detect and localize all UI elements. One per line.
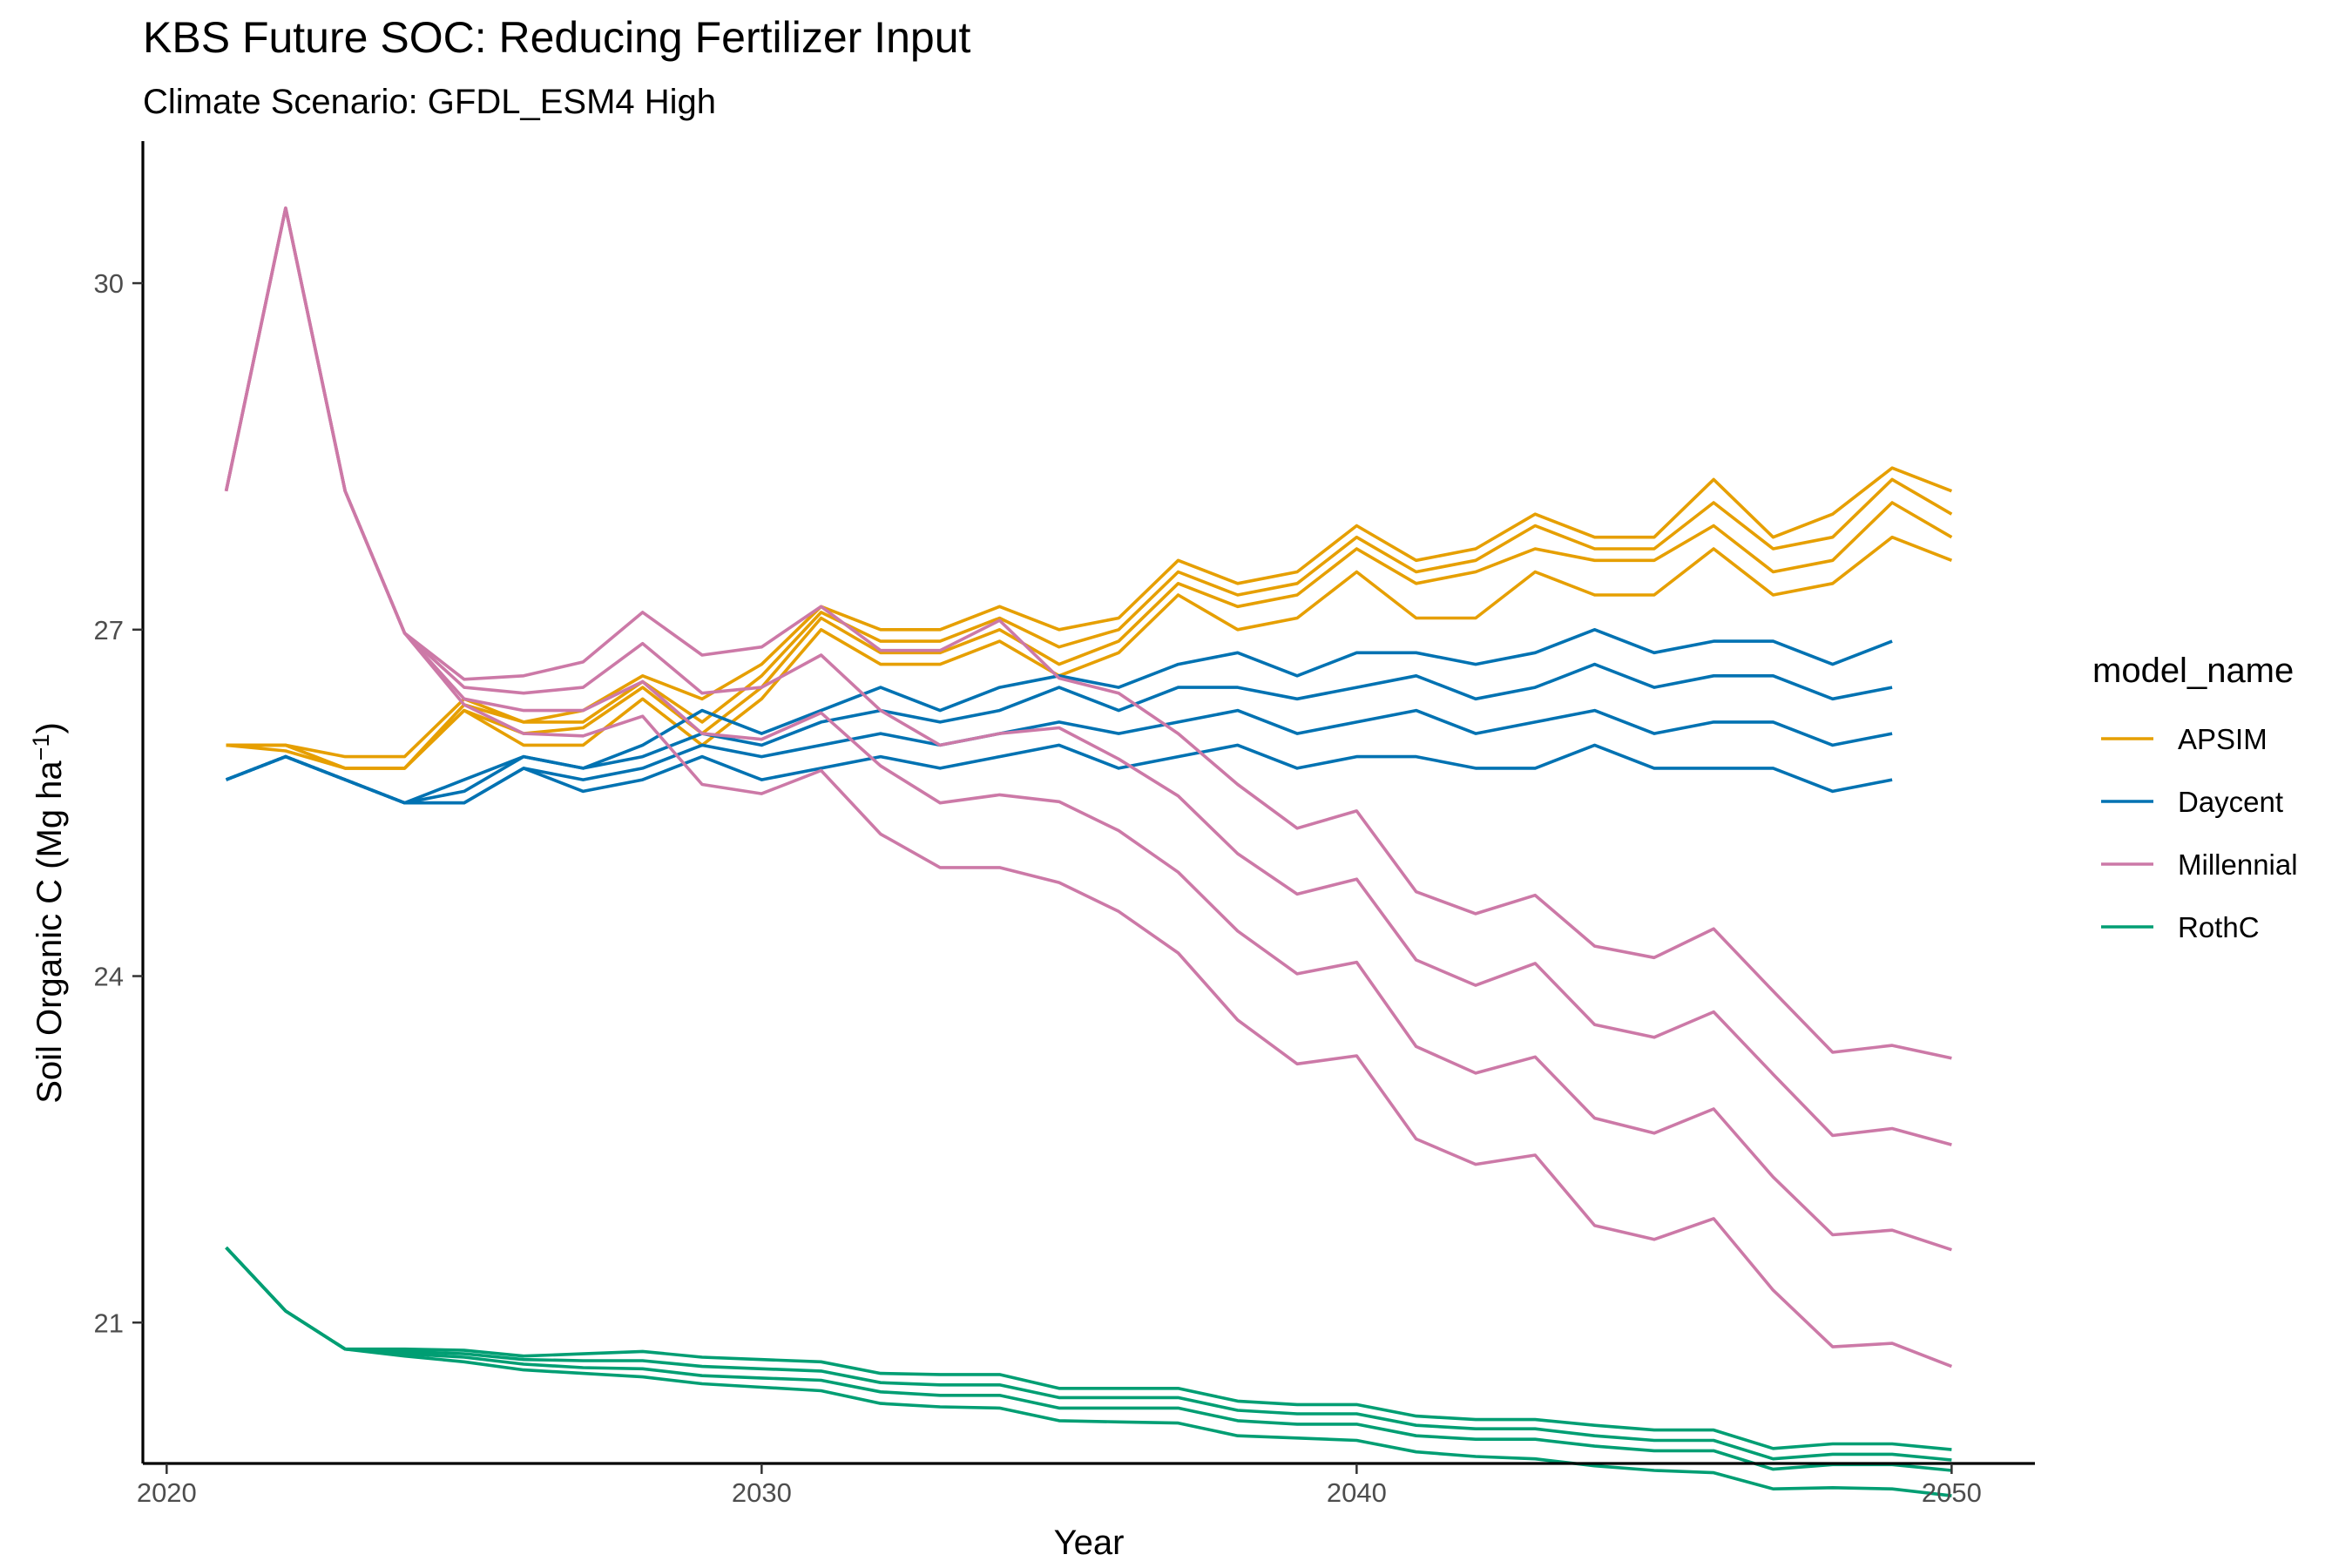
y-axis-title-superscript: −1 (28, 734, 54, 761)
series-line-daycent-7 (225, 708, 1893, 805)
series-line-rothc-14 (225, 1246, 1952, 1462)
x-axis-title: Year (1054, 1524, 1125, 1562)
series-line-rothc-16 (225, 1246, 1952, 1497)
legend-label-millennial: Millennial (2178, 848, 2298, 881)
x-tick-label: 2020 (137, 1477, 197, 1508)
series-line-millennial-11 (224, 206, 1952, 1252)
y-tick-label: 27 (94, 615, 124, 645)
series-line-rothc-15 (225, 1246, 1952, 1472)
series-line-millennial-12 (224, 206, 1953, 1369)
x-tick-label: 2040 (1327, 1477, 1387, 1508)
series-line-daycent-6 (225, 662, 1893, 805)
chart-title: KBS Future SOC: Reducing Fertilizer Inpu… (143, 13, 970, 62)
legend-label-apsim: APSIM (2178, 723, 2268, 755)
y-tick-label: 30 (94, 268, 124, 299)
x-tick-label: 2050 (1922, 1477, 1982, 1508)
axes: 2020 2030 2040 2050 21 24 27 30 (94, 141, 2035, 1508)
series-line-apsim-4 (226, 535, 1953, 770)
legend-label-rothc: RothC (2178, 911, 2260, 943)
y-tick-label: 24 (94, 962, 124, 992)
legend-label-daycent: Daycent (2178, 786, 2283, 818)
series-line-rothc-13 (225, 1246, 1952, 1451)
y-tick-label: 21 (94, 1308, 124, 1338)
series-lines (224, 206, 1953, 1497)
series-line-daycent-5 (225, 628, 1893, 805)
legend: model_name APSIM Daycent Millennial RothC (2092, 652, 2298, 943)
y-axis-title-close: ) (30, 722, 69, 733)
series-line-apsim-2 (226, 477, 1953, 770)
chart-subtitle: Climate Scenario: GFDL_ESM4 High (143, 83, 716, 121)
y-axis-title-main: Soil Organic C (Mg ha (30, 760, 69, 1104)
series-line-daycent-8 (225, 743, 1893, 805)
y-axis-title: Soil Organic C (Mg ha−1) (28, 722, 69, 1104)
legend-title: model_name (2092, 652, 2294, 690)
series-line-millennial-10 (224, 206, 1952, 1146)
x-tick-label: 2030 (732, 1477, 792, 1508)
series-line-millennial-9 (224, 206, 1952, 1060)
